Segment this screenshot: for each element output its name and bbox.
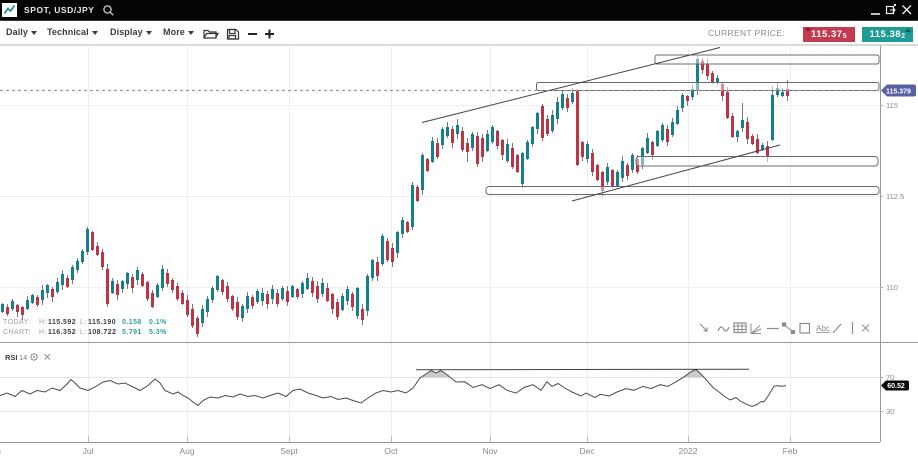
svg-text:Nov: Nov xyxy=(482,446,498,456)
svg-text:110: 110 xyxy=(886,283,898,292)
svg-text:L:: L: xyxy=(80,329,87,336)
svg-text:2022: 2022 xyxy=(679,446,698,456)
svg-text:60.52: 60.52 xyxy=(887,383,905,390)
svg-text:5.3%: 5.3% xyxy=(149,329,167,336)
svg-text:115.592: 115.592 xyxy=(48,319,76,326)
svg-text:TODAY:: TODAY: xyxy=(3,319,31,326)
svg-text:115.379: 115.379 xyxy=(886,88,911,95)
svg-text:Jul: Jul xyxy=(83,446,94,456)
svg-text:L:: L: xyxy=(80,319,87,326)
svg-text:CHART:: CHART: xyxy=(3,329,31,336)
svg-text:Aug: Aug xyxy=(179,446,194,456)
svg-text:70: 70 xyxy=(886,373,894,382)
svg-text:108.722: 108.722 xyxy=(88,329,116,336)
svg-text:0.1%: 0.1% xyxy=(149,319,167,326)
svg-text:RSI: RSI xyxy=(5,353,18,362)
svg-text:5.791: 5.791 xyxy=(122,329,142,336)
svg-text:H:: H: xyxy=(39,319,47,326)
svg-text:Dec: Dec xyxy=(579,446,595,456)
svg-text:H:: H: xyxy=(39,329,47,336)
svg-text:112.5: 112.5 xyxy=(886,192,904,201)
svg-text:115: 115 xyxy=(886,101,898,110)
svg-text:Jun: Jun xyxy=(0,446,1,456)
svg-text:115.190: 115.190 xyxy=(88,319,116,326)
svg-text:14: 14 xyxy=(19,353,27,362)
svg-text:Sept: Sept xyxy=(280,446,298,456)
svg-text:116.352: 116.352 xyxy=(48,329,76,336)
svg-text:0.158: 0.158 xyxy=(122,319,142,326)
svg-text:Feb: Feb xyxy=(783,446,798,456)
svg-text:Abc: Abc xyxy=(816,324,830,333)
svg-text:30: 30 xyxy=(886,407,894,416)
svg-text:Oct: Oct xyxy=(384,446,398,456)
